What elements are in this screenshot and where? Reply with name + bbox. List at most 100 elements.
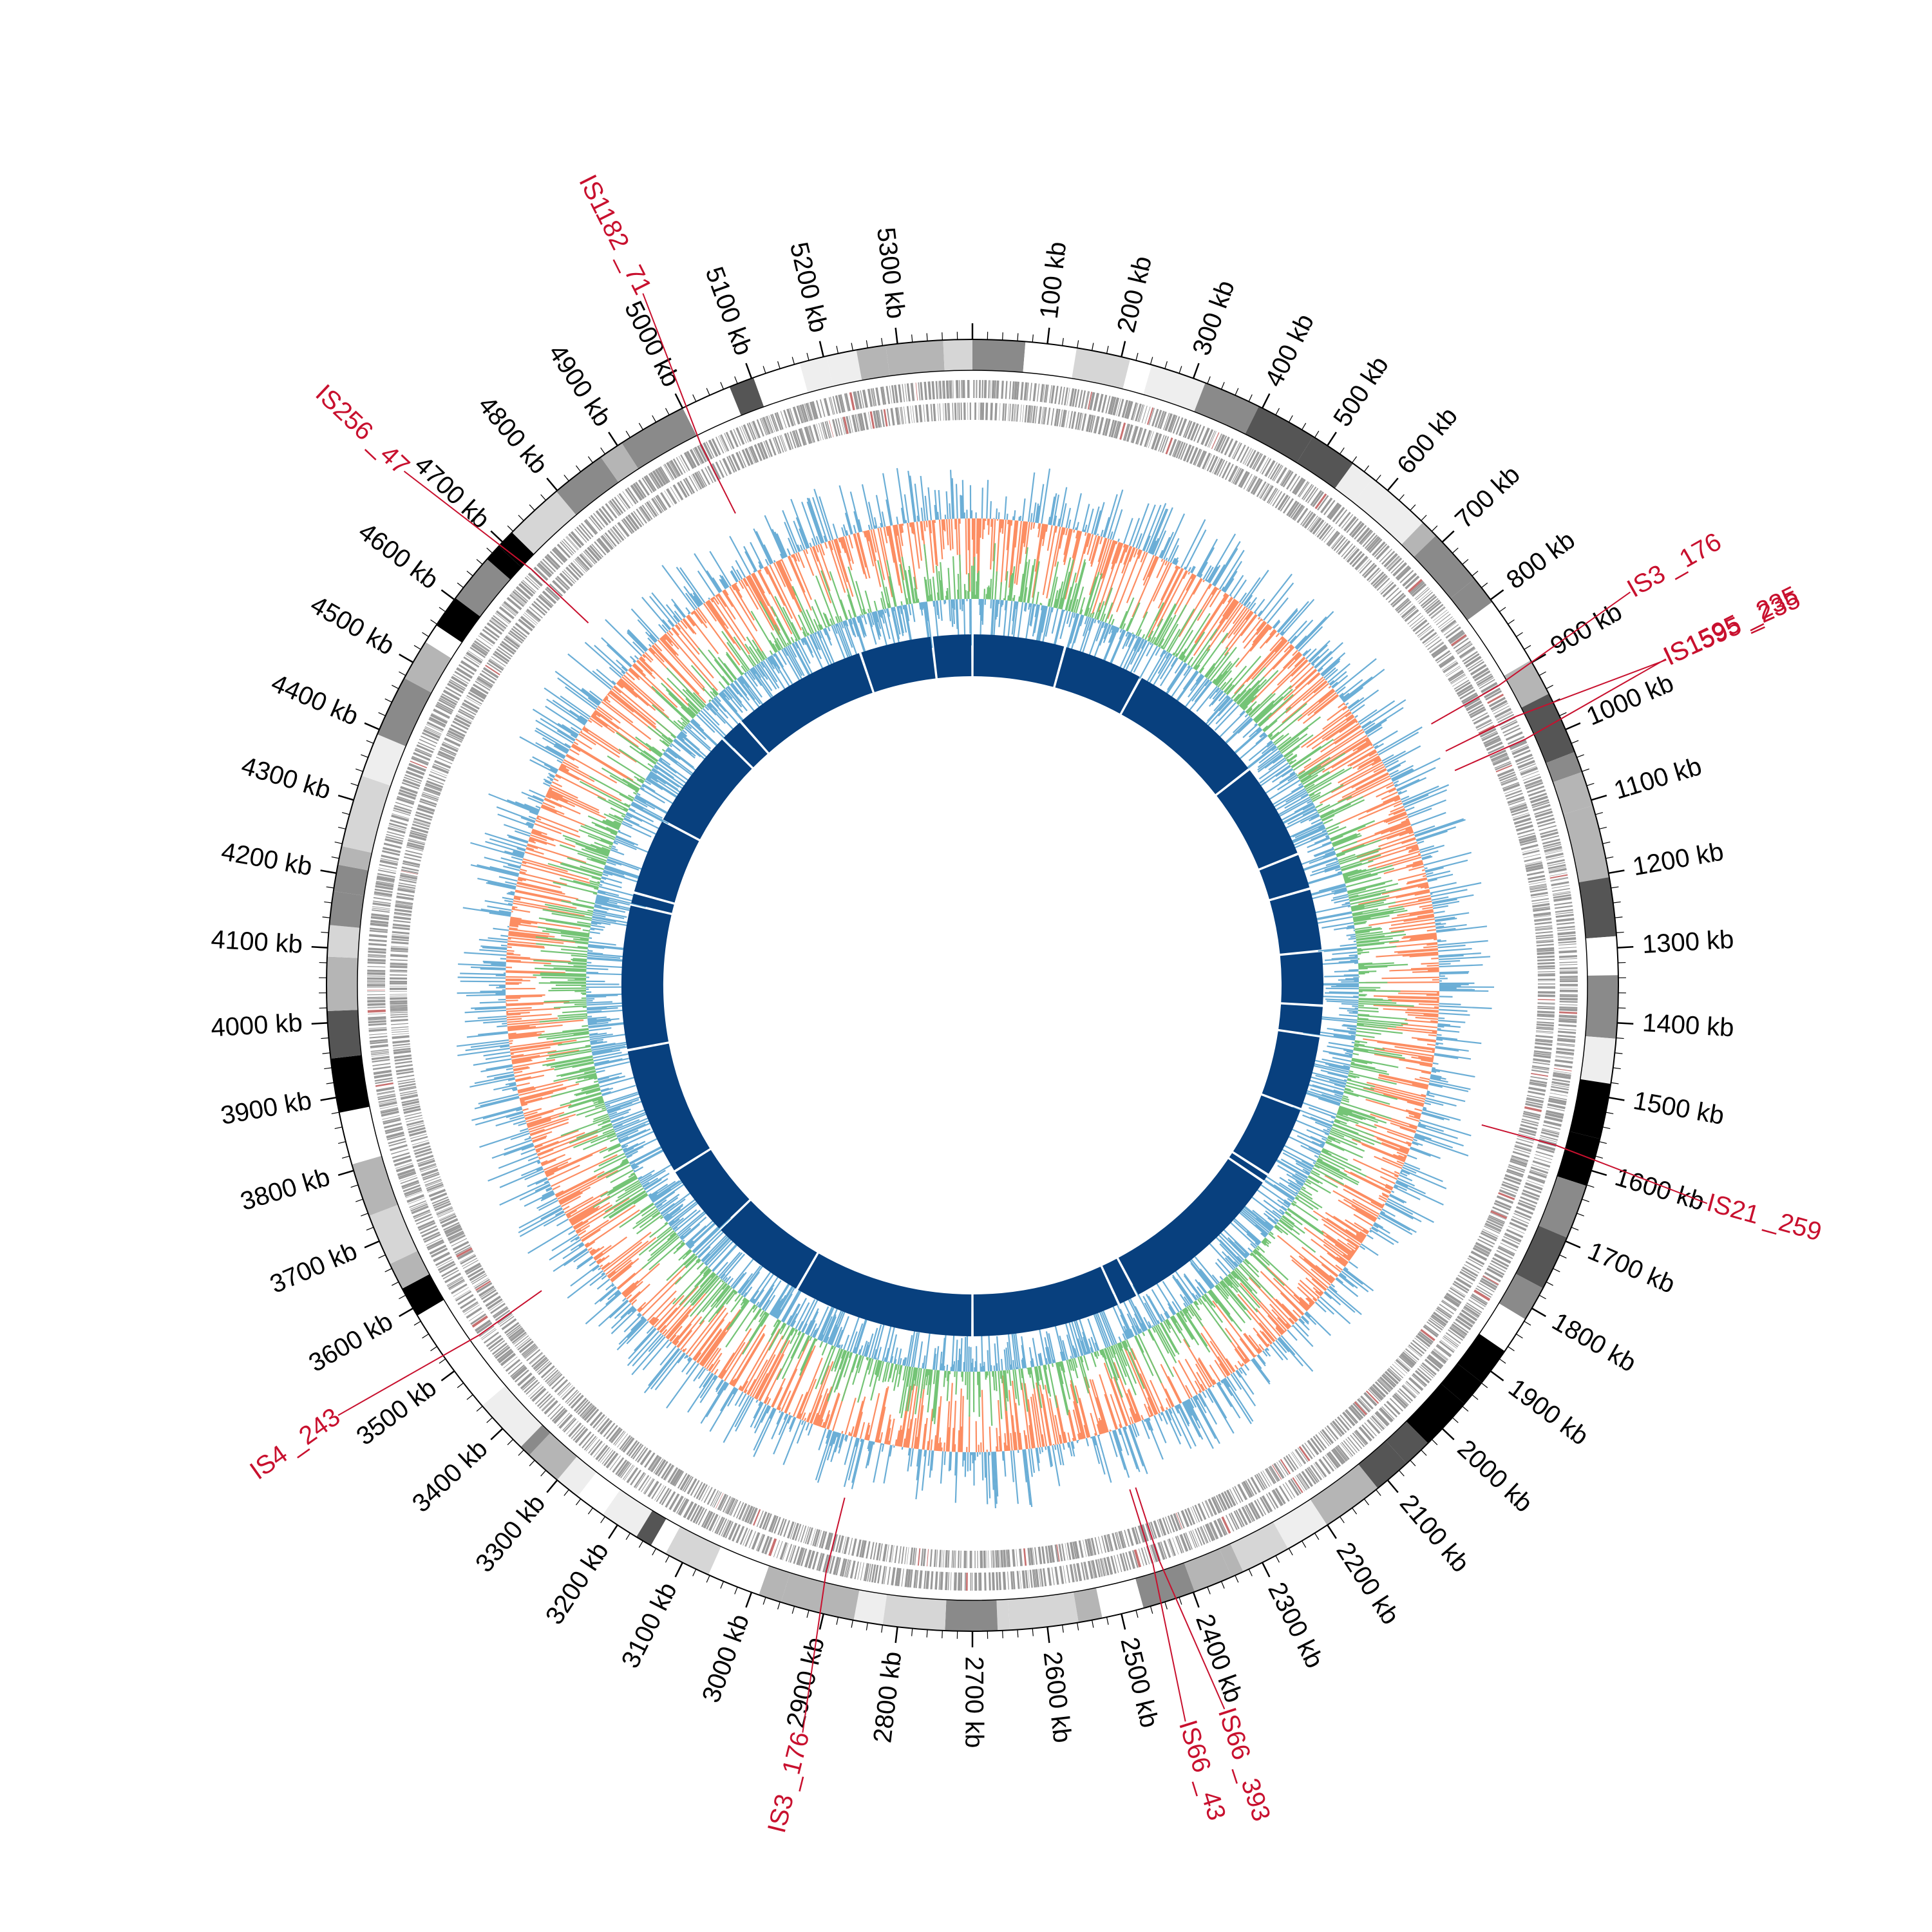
forward-gene (860, 1562, 864, 1580)
gc-content-bar-negative (1405, 806, 1415, 812)
reverse-gene (1511, 1155, 1529, 1162)
reverse-gene (1197, 1503, 1207, 1520)
ideogram-band (482, 1385, 543, 1447)
forward-gene (1509, 739, 1527, 749)
forward-gene (368, 1027, 387, 1029)
forward-gene (1168, 414, 1177, 433)
reverse-gene (1131, 426, 1139, 444)
forward-gene (466, 651, 483, 664)
forward-gene (408, 762, 426, 772)
minor-tick (1431, 1439, 1438, 1445)
forward-gene (832, 396, 838, 414)
forward-gene (1360, 531, 1374, 545)
minor-tick (1092, 343, 1094, 351)
gc-content-bar-positive (1423, 945, 1438, 949)
reverse-gene (1529, 1081, 1547, 1086)
forward-gene (811, 401, 819, 419)
reverse-gene (1515, 821, 1533, 828)
forward-gene (518, 583, 534, 597)
gc-content-bar-positive (1405, 1011, 1439, 1016)
forward-gene (808, 402, 814, 421)
forward-gene (860, 390, 864, 408)
forward-gene (896, 1567, 902, 1587)
forward-gene (370, 1041, 388, 1045)
forward-gene (1550, 876, 1568, 881)
ideogram-band (621, 408, 697, 469)
forward-gene (638, 479, 650, 496)
forward-gene (1475, 1287, 1492, 1298)
forward-gene (503, 601, 519, 614)
forward-gene (1221, 1516, 1231, 1534)
reverse-gene (1519, 1130, 1536, 1137)
reverse-gene (958, 402, 960, 421)
forward-gene (1559, 1006, 1578, 1009)
reverse-gene (1515, 1144, 1532, 1150)
forward-gene (942, 381, 943, 399)
reverse-gene (1520, 1121, 1539, 1126)
minor-tick (1613, 1067, 1621, 1070)
forward-gene (1557, 1037, 1576, 1041)
forward-gene (1034, 1569, 1037, 1587)
gc-content-bar-negative (1406, 1154, 1417, 1160)
forward-gene (377, 875, 395, 880)
forward-gene (393, 804, 412, 812)
gc-content-bar-negative (1392, 757, 1441, 782)
reverse-gene (1534, 921, 1552, 925)
ideogram-band (377, 677, 431, 746)
forward-gene (697, 445, 707, 462)
reverse-gene (999, 1549, 1001, 1567)
forward-gene (1552, 891, 1571, 895)
forward-gene (402, 779, 421, 788)
forward-gene (1387, 556, 1401, 570)
forward-gene (479, 632, 496, 645)
forward-gene (1190, 422, 1199, 441)
minor-tick (338, 1141, 346, 1144)
forward-gene (393, 807, 412, 815)
minor-tick (321, 1037, 329, 1039)
forward-gene (633, 1472, 645, 1488)
forward-gene (1468, 1299, 1484, 1310)
forward-gene (1126, 401, 1133, 419)
gc-content-bar-negative (1153, 1415, 1167, 1444)
forward-gene (945, 1572, 948, 1591)
reverse-gene (1537, 1013, 1555, 1016)
forward-gene (566, 536, 579, 550)
forward-gene (1559, 969, 1578, 971)
forward-gene (1197, 426, 1206, 444)
reverse-gene (1525, 862, 1543, 867)
reverse-gene (1533, 911, 1551, 916)
forward-gene (1076, 1562, 1083, 1582)
reverse-gene (1428, 641, 1444, 652)
gc-content-bar-positive (1239, 1338, 1255, 1358)
forward-gene (1541, 1129, 1560, 1135)
reverse-gene (1511, 809, 1529, 816)
forward-gene (703, 1511, 714, 1529)
tick-label-200-kb: 200 kb (1112, 254, 1158, 336)
forward-gene (1551, 1081, 1570, 1086)
forward-gene (785, 1544, 793, 1562)
gc-content-bar-negative (773, 1415, 791, 1455)
forward-gene (962, 380, 965, 399)
forward-gene (1547, 1106, 1565, 1112)
forward-gene (1434, 1348, 1449, 1360)
reverse-gene (1481, 730, 1497, 739)
reverse-gene (1537, 949, 1555, 952)
forward-gene (1251, 453, 1262, 469)
gc-content-bar-positive (998, 1435, 1001, 1452)
forward-gene (538, 1395, 553, 1409)
forward-gene (1520, 766, 1539, 776)
minor-tick (392, 1282, 399, 1286)
minor-tick (1539, 671, 1546, 676)
forward-gene (887, 1566, 891, 1585)
tick-label-2600-kb: 2600 kb (1038, 1650, 1077, 1744)
forward-gene (1484, 687, 1501, 699)
forward-gene (741, 425, 749, 443)
forward-gene (1144, 1546, 1150, 1565)
forward-gene (1084, 1561, 1089, 1580)
gc-content-bar-positive (1164, 1388, 1175, 1407)
forward-gene (1364, 1422, 1377, 1437)
forward-gene (983, 380, 987, 399)
gc-content-bar-negative (1109, 531, 1113, 540)
forward-gene (1285, 1482, 1296, 1498)
